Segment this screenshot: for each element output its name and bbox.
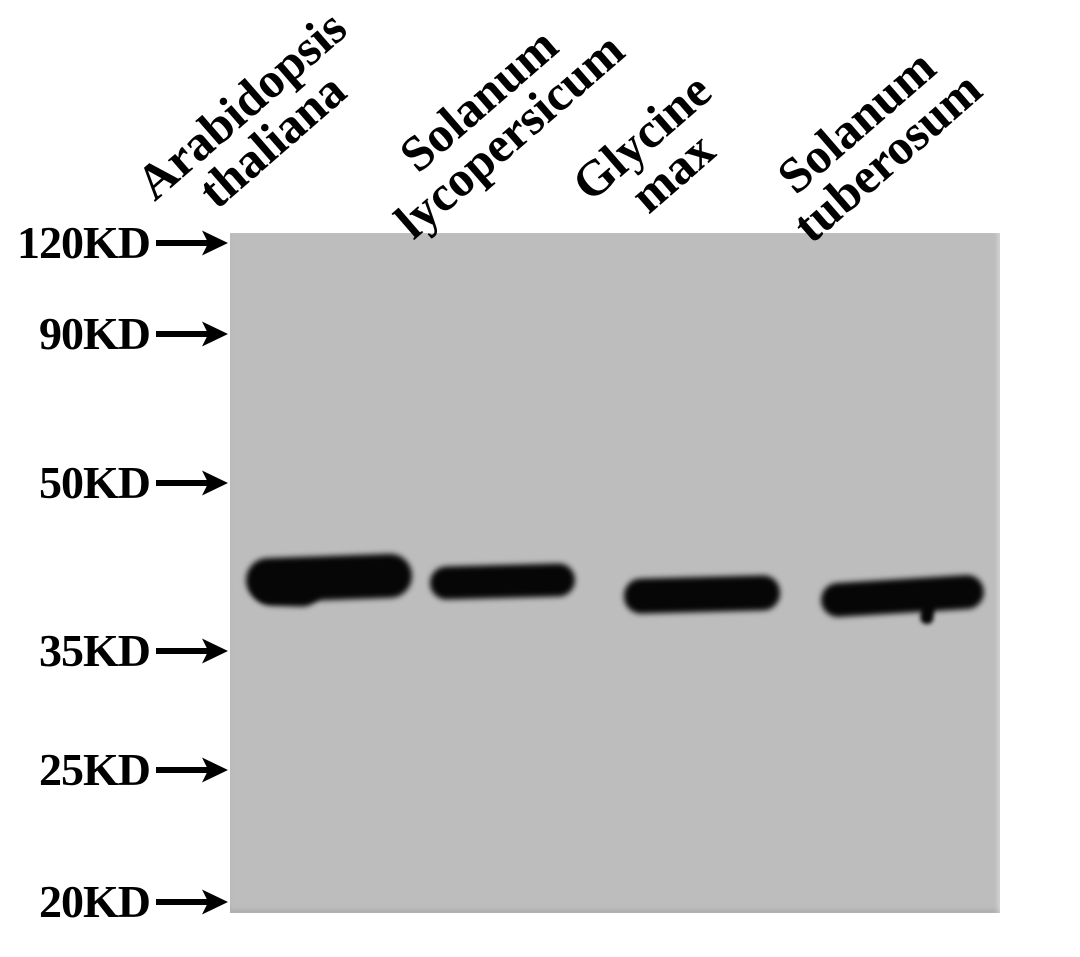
- arrow-shaft: [156, 480, 210, 486]
- arrow-shaft: [156, 899, 210, 905]
- mw-marker-label-90kd: 90KD: [39, 308, 151, 359]
- right-arrow-icon: [156, 230, 228, 256]
- band-lane1-arabidopsis-bulge: [251, 564, 323, 608]
- lane-label-solanum-lycopersicum: Solanum lycopersicum: [356, 0, 635, 249]
- arrow-shaft: [156, 240, 210, 246]
- right-arrow-icon: [156, 470, 228, 496]
- arrow-shaft: [156, 648, 210, 654]
- band-lane2-lycopersicum: [429, 563, 576, 600]
- mw-marker-label-20kd: 20KD: [39, 876, 151, 927]
- right-arrow-icon: [156, 889, 228, 915]
- right-arrow-icon: [156, 757, 228, 783]
- mw-marker-label-35kd: 35KD: [39, 625, 151, 676]
- mw-marker-label-120kd: 120KD: [17, 217, 151, 268]
- lane-label-arabidopsis-thaliana: Arabidopsis thaliana: [125, 0, 385, 243]
- right-arrow-icon: [156, 321, 228, 347]
- arrow-shaft: [156, 331, 210, 337]
- mw-marker-label-25kd: 25KD: [39, 744, 151, 795]
- arrow-shaft: [156, 767, 210, 773]
- band-lane3-glycine-max: [623, 574, 781, 615]
- lane-label-solanum-tuberosum: Solanum tuberosum: [754, 28, 992, 253]
- right-arrow-icon: [156, 638, 228, 664]
- mw-marker-label-50kd: 50KD: [39, 457, 151, 508]
